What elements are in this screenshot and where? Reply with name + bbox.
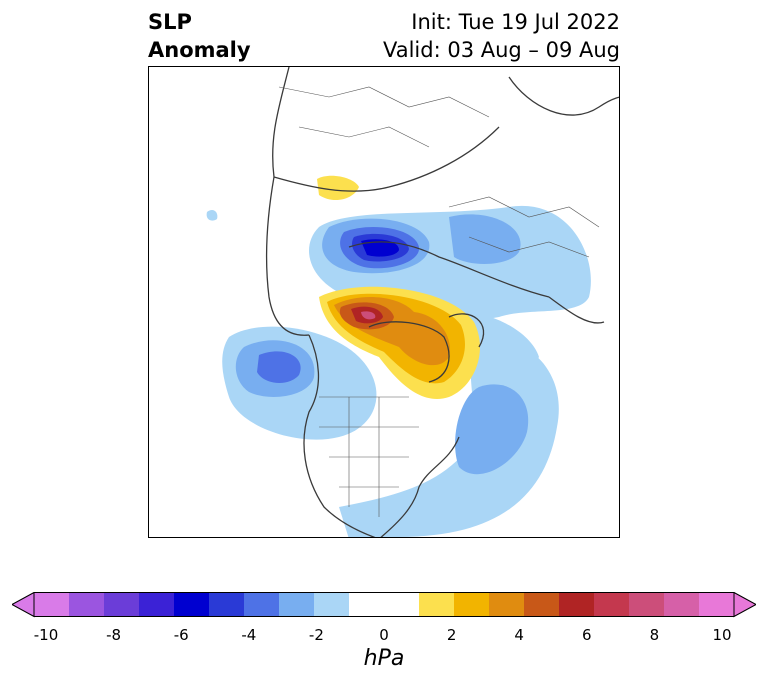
- colorbar-segment: [34, 592, 70, 617]
- colorbar-segment: [174, 592, 210, 617]
- anomaly-map: [206, 67, 619, 537]
- colorbar-tick-label: 6: [582, 626, 592, 644]
- colorbar-unit: hPa: [363, 646, 405, 671]
- colorbar-tick-label: -2: [308, 626, 324, 644]
- colorbar-segment: [104, 592, 140, 617]
- colorbar-segment: [559, 592, 595, 617]
- colorbar-ticks: -10 -8 -6 -4 -2 0 2 4 6 8 10: [0, 626, 768, 646]
- title-variable: SLP Anomaly: [148, 8, 251, 64]
- positive-fields: [317, 175, 480, 399]
- map-panel: [148, 66, 620, 538]
- title-line-1: SLP: [148, 10, 192, 34]
- colorbar-tick-label: -6: [173, 626, 189, 644]
- colorbar-tick-label: -10: [33, 626, 59, 644]
- colorbar-tick-label: 10: [712, 626, 732, 644]
- colorbar-segment: [454, 592, 490, 617]
- colorbar-tick-label: -4: [241, 626, 257, 644]
- title-dates: Init: Tue 19 Jul 2022 Valid: 03 Aug – 09…: [383, 8, 620, 64]
- colorbar-segment: [349, 592, 385, 617]
- colorbar-tick-label: -8: [106, 626, 122, 644]
- colorbar-segment: [664, 592, 700, 617]
- borders: [278, 86, 600, 517]
- colorbar-extend-low: [12, 592, 35, 618]
- colorbar-segment: [279, 592, 315, 617]
- colorbar-segment: [419, 592, 455, 617]
- colorbar-tick-label: 8: [649, 626, 660, 644]
- colorbar-extend-high: [733, 592, 756, 618]
- colorbar: [12, 592, 756, 618]
- colorbar-segment: [69, 592, 105, 617]
- colorbar-segment: [139, 592, 175, 617]
- colorbar-tick-label: 0: [379, 626, 389, 644]
- init-date: Init: Tue 19 Jul 2022: [411, 10, 620, 34]
- colorbar-segment: [209, 592, 245, 617]
- colorbar-segment: [384, 592, 420, 617]
- colorbar-segment: [244, 592, 280, 617]
- colorbar-segment: [699, 592, 735, 617]
- colorbar-outline: [33, 592, 735, 617]
- colorbar-segment: [594, 592, 630, 617]
- colorbar-tick-label: 4: [514, 626, 524, 644]
- title-line-2: Anomaly: [148, 38, 251, 62]
- colorbar-segment: [314, 592, 350, 617]
- colorbar-segment: [489, 592, 525, 617]
- strong-blue-fields: [257, 227, 420, 383]
- colorbar-segment: [524, 592, 560, 617]
- valid-range: Valid: 03 Aug – 09 Aug: [382, 38, 620, 62]
- coastlines: [265, 67, 619, 537]
- colorbar-tick-label: 2: [446, 626, 457, 644]
- colorbar-segment: [629, 592, 665, 617]
